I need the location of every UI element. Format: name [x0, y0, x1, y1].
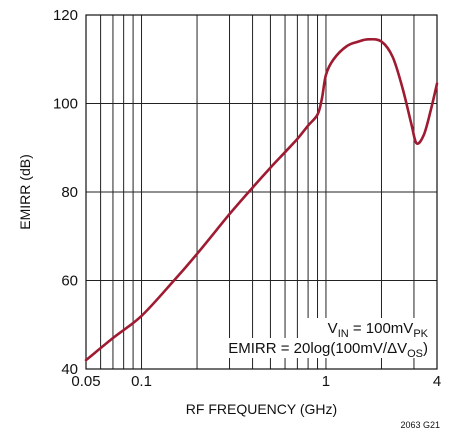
- annotation-line: VIN = 100mVPK: [328, 320, 429, 340]
- y-tick-label: 60: [61, 273, 78, 290]
- tick-labels: 40 60 80 100 120 0.05 0.1 1 4: [53, 7, 441, 390]
- emirr-curve: [84, 37, 439, 362]
- annotation-line: EMIRR = 20log(100mV/ΔVOS): [228, 340, 428, 360]
- y-tick-label: 80: [61, 184, 78, 201]
- y-tick-label: 40: [61, 361, 78, 378]
- y-tick-label: 100: [53, 96, 78, 113]
- figure-id: 2063 G21: [400, 420, 440, 430]
- plot-frame: [85, 14, 438, 370]
- x-axis-label: RF FREQUENCY (GHz): [186, 401, 337, 417]
- x-tick-label: 0.05: [71, 373, 100, 390]
- annotation-bg: [198, 338, 433, 358]
- y-axis-label: EMIRR (dB): [17, 154, 33, 229]
- grid-lines: [86, 15, 437, 369]
- y-tick-label: 120: [53, 7, 78, 24]
- x-tick-label: 1: [322, 373, 330, 390]
- annotation-bg: [305, 318, 430, 338]
- x-tick-label: 0.1: [131, 373, 152, 390]
- x-tick-label: 4: [433, 373, 441, 390]
